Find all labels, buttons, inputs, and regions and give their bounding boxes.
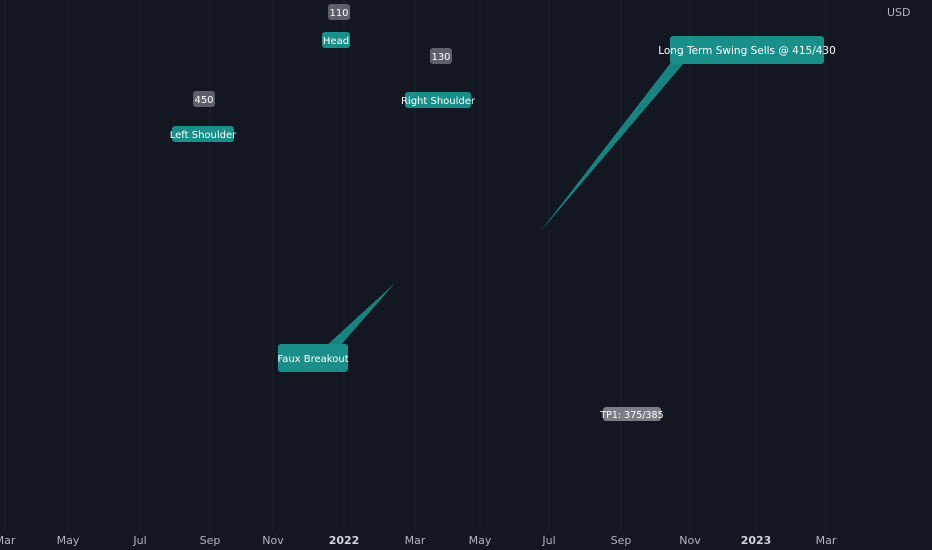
annotation-labels: Left Shoulder Head Right Shoulder 450 110 130… bbox=[170, 4, 836, 421]
x-tick-label: Mar bbox=[816, 534, 837, 547]
time-axis[interactable]: Mar May Jul Sep Nov 2022 Mar May Jul Sep Nov 2023 Ma… bbox=[0, 534, 837, 547]
x-tick-label: Sep bbox=[611, 534, 632, 547]
head-label: Head bbox=[323, 36, 349, 47]
right-shoulder-label: Right Shoulder bbox=[401, 96, 476, 107]
tp-label-bg bbox=[603, 407, 661, 421]
price-axis[interactable]: USD480.00470.00460.00450.00440.00432.004… bbox=[853, 0, 932, 19]
x-tick-label: Mar bbox=[0, 534, 16, 547]
count-left-label-bg bbox=[193, 91, 215, 107]
x-tick-label: Nov bbox=[262, 534, 284, 547]
x-tick-label: 2023 bbox=[741, 534, 772, 547]
sells-callout-pointer bbox=[540, 56, 690, 232]
x-tick-label: Nov bbox=[679, 534, 701, 547]
count-head-label: 110 bbox=[329, 8, 348, 19]
count-left-label: 450 bbox=[194, 95, 213, 106]
x-tick-label: 2022 bbox=[329, 534, 360, 547]
tp-label: TP1: 375/385 bbox=[599, 410, 663, 421]
count-right-label: 130 bbox=[431, 52, 450, 63]
breakout-callout: Faux Breakout bbox=[277, 354, 348, 365]
left-shoulder-label-bg bbox=[172, 126, 234, 142]
sells-callout-bg bbox=[670, 36, 824, 64]
x-tick-label: Jul bbox=[541, 534, 555, 547]
sells-callout: Long Term Swing Sells @ 415/430 bbox=[658, 45, 836, 57]
currency-label: USD bbox=[887, 6, 911, 19]
head-label-bg bbox=[322, 32, 350, 48]
count-right-label-bg bbox=[430, 48, 452, 64]
x-tick-label: Mar bbox=[405, 534, 426, 547]
right-shoulder-label-bg bbox=[405, 92, 471, 108]
breakout-callout-bg bbox=[278, 344, 348, 372]
count-head-label-bg bbox=[328, 4, 350, 20]
breakout-callout-pointer bbox=[326, 283, 395, 346]
left-shoulder-label: Left Shoulder bbox=[170, 130, 237, 141]
x-tick-label: Sep bbox=[200, 534, 221, 547]
x-tick-label: May bbox=[469, 534, 492, 547]
x-tick-label: Jul bbox=[132, 534, 146, 547]
grid bbox=[4, 0, 827, 530]
x-tick-label: May bbox=[57, 534, 80, 547]
